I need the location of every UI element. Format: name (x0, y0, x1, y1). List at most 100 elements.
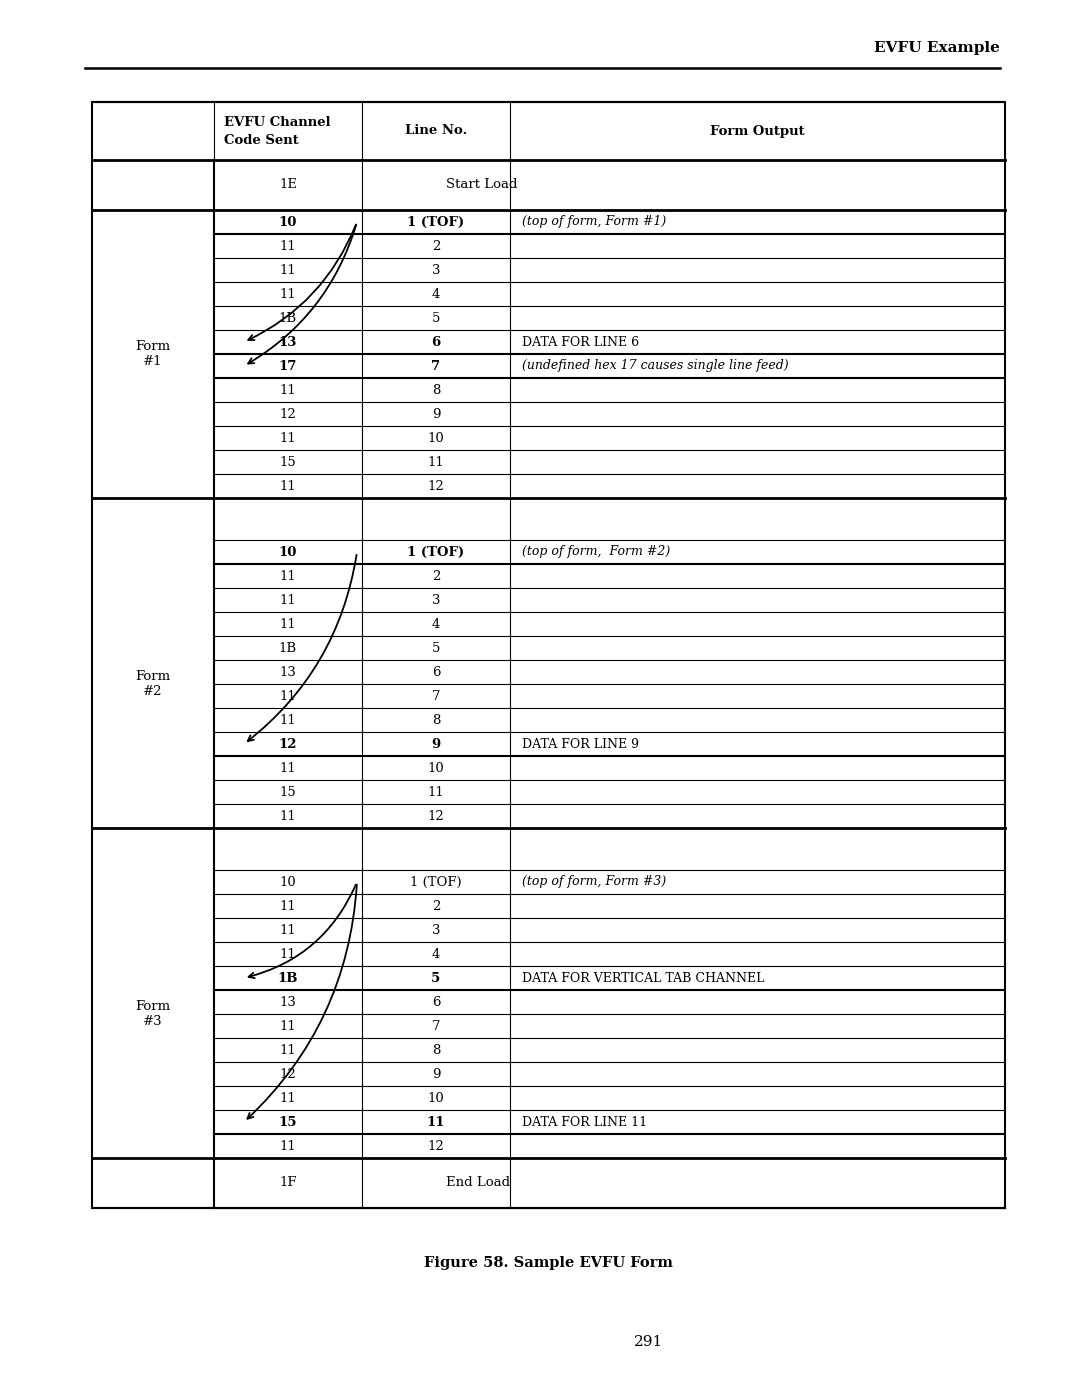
Text: 12: 12 (280, 408, 296, 420)
Text: 11: 11 (280, 264, 296, 277)
Text: 11: 11 (280, 714, 296, 726)
Text: 11: 11 (280, 384, 296, 397)
Text: 11: 11 (280, 239, 296, 253)
FancyArrowPatch shape (247, 555, 356, 740)
Text: 11: 11 (280, 288, 296, 300)
Text: 11: 11 (280, 761, 296, 774)
Text: Form
#3: Form #3 (135, 1000, 171, 1028)
Text: DATA FOR VERTICAL TAB CHANNEL: DATA FOR VERTICAL TAB CHANNEL (522, 971, 765, 985)
Text: 9: 9 (432, 1067, 441, 1080)
Text: 10: 10 (428, 761, 444, 774)
Text: 10: 10 (428, 1091, 444, 1105)
Text: 1 (TOF): 1 (TOF) (410, 876, 462, 888)
Text: 4: 4 (432, 288, 441, 300)
Text: 291: 291 (634, 1336, 663, 1350)
Text: DATA FOR LINE 6: DATA FOR LINE 6 (522, 335, 639, 348)
Text: 2: 2 (432, 239, 441, 253)
Text: 6: 6 (432, 996, 441, 1009)
Text: 4: 4 (432, 617, 441, 630)
Text: Form
#2: Form #2 (135, 671, 171, 698)
Text: 15: 15 (279, 1115, 297, 1129)
Text: 1F: 1F (280, 1176, 297, 1189)
Text: 11: 11 (428, 455, 444, 468)
Text: 11: 11 (280, 900, 296, 912)
Text: 12: 12 (428, 479, 444, 493)
Text: 12: 12 (280, 1067, 296, 1080)
Text: 11: 11 (280, 570, 296, 583)
Bar (92, 102, 1005, 1208)
Text: 1 (TOF): 1 (TOF) (407, 545, 464, 559)
Text: 2: 2 (432, 900, 441, 912)
Text: 1 (TOF): 1 (TOF) (407, 215, 464, 229)
Text: (undefined hex 17 causes single line feed): (undefined hex 17 causes single line fee… (522, 359, 788, 373)
Text: 10: 10 (279, 215, 297, 229)
Text: 17: 17 (279, 359, 297, 373)
Text: 12: 12 (428, 1140, 444, 1153)
Text: 10: 10 (279, 545, 297, 559)
Text: 5: 5 (431, 971, 441, 985)
FancyArrowPatch shape (248, 225, 356, 363)
Text: 11: 11 (280, 594, 296, 606)
Text: 8: 8 (432, 1044, 441, 1056)
Text: DATA FOR LINE 11: DATA FOR LINE 11 (522, 1115, 647, 1129)
Text: 13: 13 (280, 996, 296, 1009)
Text: (top of form, Form #1): (top of form, Form #1) (522, 215, 666, 229)
Text: 12: 12 (428, 809, 444, 823)
Text: Code Sent: Code Sent (224, 134, 299, 147)
Text: 3: 3 (432, 594, 441, 606)
Text: Form
#1: Form #1 (135, 339, 171, 367)
Text: 1E: 1E (279, 179, 297, 191)
Text: Start Load: Start Load (446, 179, 517, 191)
Text: 11: 11 (280, 947, 296, 961)
Text: 2: 2 (432, 570, 441, 583)
Text: 11: 11 (280, 923, 296, 936)
Text: 11: 11 (280, 432, 296, 444)
Text: 4: 4 (432, 947, 441, 961)
Text: 11: 11 (280, 1020, 296, 1032)
Text: 8: 8 (432, 384, 441, 397)
Text: 5: 5 (432, 312, 441, 324)
Text: 11: 11 (280, 479, 296, 493)
Text: 15: 15 (280, 455, 296, 468)
Text: 9: 9 (431, 738, 441, 750)
Text: 10: 10 (280, 876, 296, 888)
Text: EVFU Channel: EVFU Channel (224, 116, 330, 129)
Text: 13: 13 (280, 665, 296, 679)
Text: 11: 11 (427, 1115, 445, 1129)
Text: 13: 13 (279, 335, 297, 348)
Text: Line No.: Line No. (405, 124, 468, 137)
Text: End Load: End Load (446, 1176, 510, 1189)
Text: 5: 5 (432, 641, 441, 655)
Text: 3: 3 (432, 264, 441, 277)
Text: 11: 11 (280, 809, 296, 823)
Text: 11: 11 (280, 1091, 296, 1105)
Text: 3: 3 (432, 923, 441, 936)
Text: 1B: 1B (279, 641, 297, 655)
Text: 1B: 1B (278, 971, 298, 985)
Text: Figure 58. Sample EVFU Form: Figure 58. Sample EVFU Form (424, 1256, 673, 1270)
Text: (top of form,  Form #2): (top of form, Form #2) (522, 545, 671, 559)
FancyArrowPatch shape (248, 225, 356, 339)
Text: 12: 12 (279, 738, 297, 750)
FancyArrowPatch shape (247, 884, 356, 1119)
Text: 11: 11 (280, 617, 296, 630)
Text: 15: 15 (280, 785, 296, 799)
Text: 7: 7 (431, 359, 441, 373)
Text: 11: 11 (428, 785, 444, 799)
Text: 11: 11 (280, 690, 296, 703)
FancyArrowPatch shape (248, 884, 356, 978)
Text: 8: 8 (432, 714, 441, 726)
Text: (top of form, Form #3): (top of form, Form #3) (522, 876, 666, 888)
Text: DATA FOR LINE 9: DATA FOR LINE 9 (522, 738, 639, 750)
Text: 9: 9 (432, 408, 441, 420)
Text: 7: 7 (432, 690, 441, 703)
Text: 6: 6 (431, 335, 441, 348)
Text: 11: 11 (280, 1044, 296, 1056)
Text: 10: 10 (428, 432, 444, 444)
Text: 11: 11 (280, 1140, 296, 1153)
Text: 7: 7 (432, 1020, 441, 1032)
Text: Form Output: Form Output (711, 124, 805, 137)
Text: 6: 6 (432, 665, 441, 679)
Text: 1B: 1B (279, 312, 297, 324)
Text: EVFU Example: EVFU Example (874, 41, 1000, 54)
